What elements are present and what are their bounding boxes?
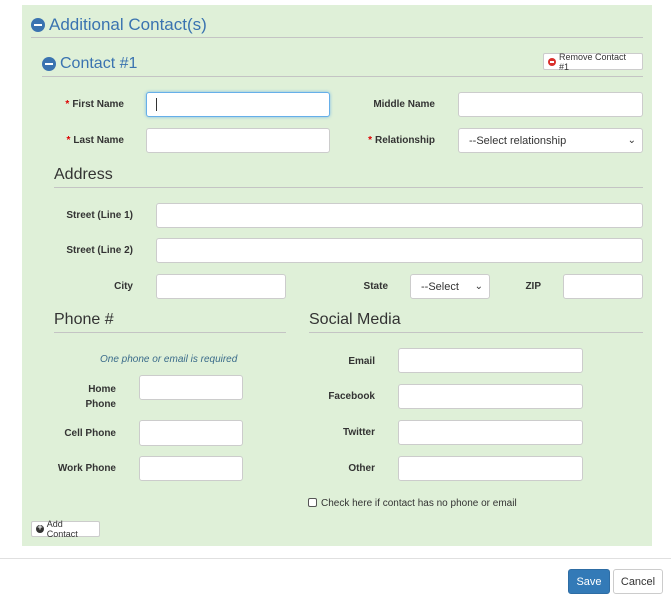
- city-input[interactable]: [156, 274, 286, 299]
- work-phone-label: Work Phone: [57, 463, 116, 474]
- cancel-button[interactable]: Cancel: [613, 569, 663, 594]
- add-contact-label: Add Contact: [46, 519, 78, 539]
- other-label: Other: [348, 463, 375, 474]
- collapse-icon[interactable]: [42, 57, 56, 71]
- zip-input[interactable]: [563, 274, 643, 299]
- divider: [54, 332, 286, 333]
- save-button[interactable]: Save: [568, 569, 610, 594]
- phone-required-note: One phone or email is required: [100, 354, 238, 365]
- social-media-heading: Social Media: [309, 311, 401, 328]
- work-phone-input[interactable]: [139, 456, 243, 481]
- facebook-label: Facebook: [328, 391, 375, 402]
- first-name-label: * First Name: [65, 99, 124, 110]
- street1-input[interactable]: [156, 203, 643, 228]
- remove-contact-button[interactable]: Remove Contact #1: [543, 51, 643, 72]
- email-label: Email: [348, 356, 375, 367]
- first-name-input[interactable]: [146, 92, 330, 117]
- cell-phone-label: Cell Phone: [64, 428, 116, 439]
- contact-header[interactable]: Contact #1: [42, 55, 137, 73]
- street2-input[interactable]: [156, 238, 643, 263]
- twitter-label: Twitter: [342, 427, 375, 438]
- no-contact-checkbox-label[interactable]: Check here if contact has no phone or em…: [321, 498, 517, 509]
- chevron-down-icon: ⌄: [474, 281, 483, 292]
- no-contact-checkbox[interactable]: [308, 498, 317, 507]
- text-cursor: [156, 98, 157, 111]
- contact-title: Contact #1: [60, 55, 138, 72]
- add-contact-button[interactable]: Add Contact: [31, 519, 100, 539]
- collapse-icon[interactable]: [31, 18, 45, 32]
- last-name-label: * Last Name: [66, 135, 124, 146]
- twitter-input[interactable]: [398, 420, 583, 445]
- plus-circle-icon: [36, 522, 44, 533]
- state-label: State: [363, 281, 388, 292]
- street1-label: Street (Line 1): [66, 210, 133, 221]
- divider: [54, 187, 643, 188]
- address-heading: Address: [54, 166, 113, 183]
- middle-name-input[interactable]: [458, 92, 643, 117]
- footer-divider: [0, 558, 671, 559]
- facebook-input[interactable]: [398, 384, 583, 409]
- remove-icon: [548, 57, 556, 66]
- relationship-select[interactable]: --Select relationship ⌄: [458, 128, 643, 153]
- email-input[interactable]: [398, 348, 583, 373]
- phone-heading: Phone #: [54, 311, 114, 328]
- divider: [309, 332, 643, 333]
- cell-phone-input[interactable]: [139, 420, 243, 446]
- section-header[interactable]: Additional Contact(s): [31, 15, 207, 35]
- divider: [42, 76, 643, 77]
- last-name-input[interactable]: [146, 128, 330, 153]
- section-title: Additional Contact(s): [49, 15, 207, 34]
- city-label: City: [114, 281, 133, 292]
- street2-label: Street (Line 2): [66, 245, 133, 256]
- middle-name-label: Middle Name: [373, 99, 435, 110]
- state-select[interactable]: --Select ⌄: [410, 274, 490, 299]
- relationship-label: * Relationship: [368, 135, 435, 146]
- other-input[interactable]: [398, 456, 583, 481]
- zip-label: ZIP: [525, 281, 541, 292]
- remove-contact-label: Remove Contact #1: [558, 51, 626, 72]
- home-phone-input[interactable]: [139, 375, 243, 400]
- chevron-down-icon: ⌄: [627, 135, 636, 146]
- divider: [31, 37, 643, 38]
- home-phone-label: Home Phone: [85, 384, 116, 410]
